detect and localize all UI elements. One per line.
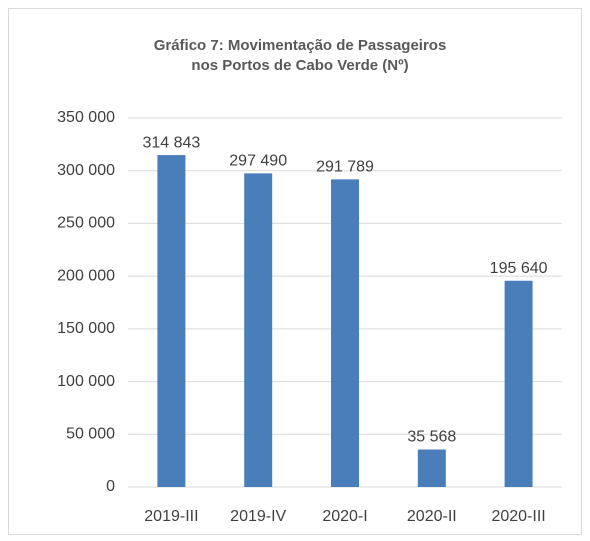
data-label: 35 568 — [407, 429, 456, 446]
bar — [417, 449, 446, 487]
data-label: 291 789 — [316, 159, 374, 176]
y-tick-label: 200 000 — [57, 267, 115, 284]
data-label: 195 640 — [490, 260, 548, 277]
bar — [331, 179, 359, 487]
data-label: 314 843 — [142, 134, 200, 151]
y-tick-label: 300 000 — [57, 162, 115, 179]
x-tick-label: 2019-IV — [230, 508, 286, 525]
bar — [244, 173, 273, 488]
y-tick-label: 250 000 — [57, 215, 115, 232]
y-tick-label: 50 000 — [66, 426, 115, 443]
y-tick-label: 0 — [106, 478, 115, 495]
bar — [504, 280, 533, 487]
y-tick-label: 150 000 — [57, 320, 115, 337]
chart-title: Gráfico 7: Movimentação de Passageiros — [154, 37, 447, 54]
y-tick-label: 350 000 — [57, 109, 115, 126]
x-tick-label: 2020-II — [407, 508, 457, 525]
chart-title: nos Portos de Cabo Verde (Nº) — [191, 57, 408, 74]
x-tick-label: 2020-I — [322, 508, 367, 525]
data-label: 297 490 — [229, 153, 287, 170]
x-tick-label: 2020-III — [491, 508, 545, 525]
bar — [157, 155, 186, 487]
y-tick-label: 100 000 — [57, 373, 115, 390]
chart-border — [8, 8, 582, 535]
x-tick-label: 2019-III — [144, 508, 198, 525]
